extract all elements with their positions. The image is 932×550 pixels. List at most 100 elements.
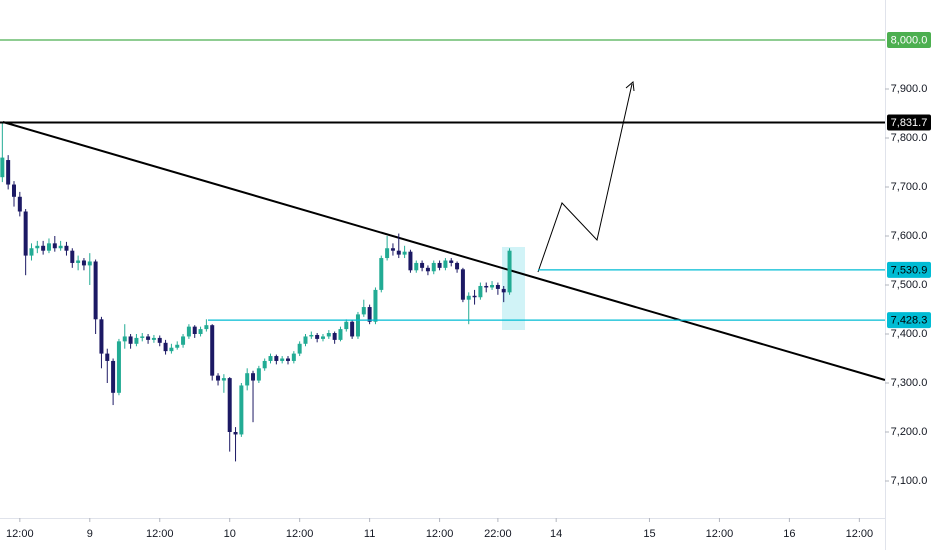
y-tick-label: 7,200.0	[891, 426, 928, 438]
level-label: 7,530.9	[891, 264, 928, 276]
candle-body	[233, 432, 238, 435]
x-tick-label: 9	[87, 528, 93, 540]
candle-body	[373, 289, 378, 322]
candle-body	[245, 373, 250, 386]
level-label-box	[887, 31, 931, 48]
candle-body	[198, 329, 203, 334]
candle-body	[414, 262, 419, 271]
level-label: 7,428.3	[891, 315, 928, 327]
candle-body	[256, 368, 261, 381]
x-tick-label: 14	[550, 528, 562, 540]
candle-body	[128, 336, 133, 344]
candle-body	[111, 360, 116, 393]
candle-body	[455, 262, 460, 270]
level-label: 7,831.7	[891, 117, 928, 129]
x-tick-label: 12:00	[146, 528, 174, 540]
candle-body	[379, 258, 384, 290]
x-tick-label: 11	[364, 528, 375, 540]
candle-body	[425, 267, 430, 272]
candle-body	[6, 160, 11, 185]
x-tick-label: 12:00	[6, 528, 34, 540]
candle-body	[186, 326, 191, 337]
candle-body	[490, 284, 495, 288]
candle-body	[221, 378, 226, 381]
candle-body	[192, 326, 197, 334]
candle-body	[210, 325, 215, 376]
candle-body	[146, 336, 151, 340]
candle-body	[0, 157, 5, 178]
candle-body	[332, 333, 337, 340]
candle-body	[501, 288, 506, 293]
candle-body	[23, 211, 28, 256]
candle-body	[344, 321, 349, 330]
candle-body	[484, 285, 489, 288]
y-tick-label: 7,600.0	[891, 230, 928, 242]
arrow-head	[625, 81, 635, 92]
candle-body	[163, 342, 168, 352]
candle-body	[291, 353, 296, 361]
candle-body	[367, 307, 372, 322]
candle-body	[408, 251, 413, 271]
candle-body	[52, 243, 57, 249]
candle-body	[181, 336, 186, 345]
candle-body	[443, 260, 448, 268]
candle-body	[99, 319, 104, 354]
level-label-box	[887, 261, 931, 278]
candle-body	[274, 356, 279, 361]
x-tick-label: 10	[224, 528, 236, 540]
x-tick-label: 12:00	[286, 528, 314, 540]
candle-body	[385, 248, 390, 259]
candle-body	[70, 250, 75, 263]
candle-body	[315, 334, 320, 339]
candle-body	[309, 334, 314, 337]
candle-body	[437, 262, 442, 268]
y-tick-label: 7,900.0	[891, 83, 928, 95]
candle-body	[157, 337, 162, 343]
candle-body	[396, 250, 401, 255]
x-tick-label: 12:00	[846, 528, 874, 540]
y-tick-label: 7,800.0	[891, 132, 928, 144]
candle-body	[420, 262, 425, 268]
candle-body	[402, 251, 407, 255]
candle-body	[466, 295, 471, 300]
candle-body	[478, 285, 483, 298]
candle-body	[169, 347, 174, 352]
candle-body	[495, 284, 500, 289]
candle-body	[116, 341, 121, 393]
candle-body	[268, 356, 273, 361]
candle-body	[390, 248, 395, 251]
candle-body	[361, 307, 366, 315]
candle-body	[326, 333, 331, 337]
candle-body	[29, 248, 34, 256]
candle-body	[11, 184, 16, 197]
level-label: 8,000.0	[891, 34, 928, 46]
y-tick-label: 7,100.0	[891, 475, 928, 487]
candle-body	[460, 269, 465, 300]
candle-body	[431, 262, 436, 272]
projection-arrow	[537, 83, 633, 273]
candle-body	[251, 373, 256, 381]
candle-body	[134, 337, 139, 344]
y-tick-label: 7,700.0	[891, 181, 928, 193]
candle-body	[262, 360, 267, 369]
y-tick-label: 7,400.0	[891, 328, 928, 340]
x-tick-label: 16	[783, 528, 795, 540]
candle-body	[76, 260, 81, 263]
candle-body	[81, 260, 86, 266]
candle-body	[64, 245, 69, 251]
candle-body	[239, 385, 244, 435]
candle-body	[350, 321, 355, 337]
candle-body	[93, 261, 98, 320]
candle-body	[140, 336, 145, 338]
candle-body	[449, 260, 454, 263]
highlight-box	[502, 247, 525, 330]
candle-body	[58, 245, 63, 249]
candle-body	[87, 261, 92, 266]
candle-body	[175, 344, 180, 348]
y-tick-label: 7,300.0	[891, 377, 928, 389]
y-tick-label: 7,500.0	[891, 279, 928, 291]
candle-body	[507, 250, 512, 293]
candle-body	[472, 295, 477, 298]
candle-body	[151, 337, 156, 340]
